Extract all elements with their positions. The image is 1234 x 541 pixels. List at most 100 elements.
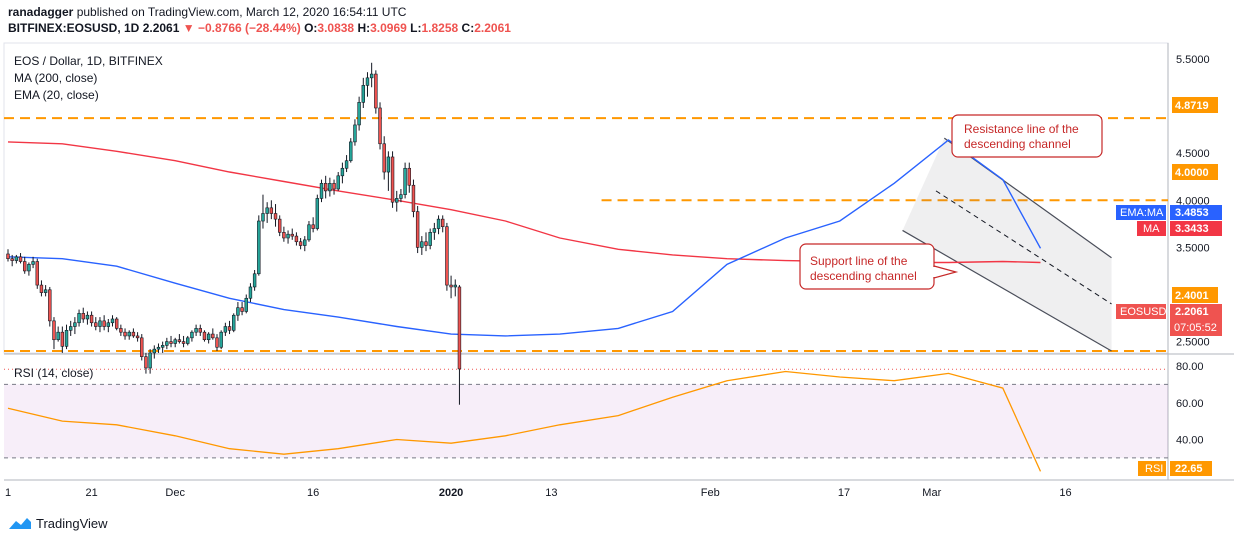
chart-title[interactable]: EOS / Dollar, 1D, BITFINEX [14, 54, 163, 68]
ma-legend[interactable]: MA (200, close) [14, 71, 98, 85]
candle-body [282, 232, 286, 239]
candle [39, 280, 44, 297]
eosusd-badge: EOSUSD 2.2061 07:05:52 [1116, 304, 1222, 336]
candle-body [261, 213, 265, 222]
resistance-annotation-line-1: Resistance line of the [964, 122, 1079, 136]
candle [307, 221, 311, 242]
candle [453, 279, 457, 297]
descending-channel-fill [902, 138, 1112, 352]
ma-badge-label: MA [1143, 223, 1160, 235]
candle-body [127, 331, 131, 337]
candle [298, 237, 303, 250]
publisher-name[interactable]: ranadagger [8, 5, 74, 19]
candle-body [98, 320, 102, 327]
high-label: H: [357, 21, 371, 35]
candle [240, 302, 244, 316]
candle-body [232, 314, 236, 331]
eosusd-badge-label: EOSUSD [1120, 306, 1167, 318]
candle-body [198, 328, 202, 333]
candle [89, 311, 94, 327]
time-axis-label: 1 [5, 487, 11, 499]
candle [445, 222, 449, 291]
candle-body [160, 345, 165, 348]
candle [173, 337, 177, 348]
candle [43, 285, 48, 297]
candle-body [152, 348, 156, 354]
price-axis-label: 4.0000 [1176, 195, 1210, 207]
low-label: L: [410, 21, 422, 35]
candle-body [315, 198, 320, 229]
ema-ma-badge-label: EMA:MA [1120, 207, 1164, 219]
candle [48, 286, 52, 327]
candle [6, 249, 10, 262]
candle-body [424, 241, 428, 246]
candle-body [361, 85, 365, 103]
price-axis-label: 3.5000 [1176, 242, 1210, 254]
candle [361, 77, 365, 108]
candle-body [114, 318, 119, 329]
resistance-annotation-line-2: descending channel [964, 137, 1071, 151]
candle [273, 204, 278, 227]
ema-20-line [7, 139, 1042, 337]
countdown-value: 07:05:52 [1174, 322, 1217, 334]
candle [31, 256, 35, 269]
candle-body [227, 326, 232, 331]
candle [420, 236, 424, 255]
candle [165, 337, 169, 350]
open-value: 3.0838 [317, 21, 355, 35]
candle [81, 307, 85, 323]
candle-body [148, 352, 152, 369]
candle-body [428, 232, 432, 246]
candle [303, 236, 307, 252]
candle [441, 215, 445, 233]
rsi-legend[interactable]: RSI (14, close) [14, 366, 94, 380]
candle-body [432, 228, 437, 233]
candle-body [307, 224, 311, 241]
candle [10, 254, 14, 267]
candle [332, 179, 336, 195]
candle [386, 151, 391, 191]
candle-body [6, 253, 10, 260]
candle-body [332, 183, 336, 190]
candle-body [336, 175, 340, 190]
level-badge-2-4001-text: 2.4001 [1175, 290, 1209, 302]
candle-body [14, 256, 19, 261]
time-axis-label: 2020 [439, 487, 463, 499]
candle [403, 162, 407, 199]
candle [18, 253, 23, 264]
tradingview-logo[interactable]: TradingView [8, 514, 108, 532]
rsi-badge: RSI 22.65 [1138, 461, 1212, 476]
candle [219, 330, 223, 350]
candle-body [378, 107, 382, 145]
support-annotation[interactable]: Support line of the descending channel [799, 243, 959, 290]
candle [131, 328, 136, 338]
channel-middle-line [935, 190, 1112, 305]
candle-body [445, 226, 449, 286]
ema-legend[interactable]: EMA (20, close) [14, 88, 99, 102]
support-annotation-line-1: Support line of the [810, 254, 908, 268]
time-axis-label: Mar [922, 487, 941, 499]
candle [135, 332, 140, 342]
candle [114, 317, 119, 331]
candle-body [64, 329, 69, 347]
candle [328, 177, 332, 197]
open-label: O: [304, 21, 318, 35]
candle-body [10, 258, 14, 261]
candle-body [323, 183, 328, 192]
candle-body [43, 289, 48, 293]
ema-badge-value: 3.4853 [1175, 207, 1209, 219]
candle-body [81, 313, 85, 320]
rsi-badge-value: 22.65 [1175, 463, 1203, 475]
price-change: ▼ −0.8766 (−28.44%) [182, 21, 301, 35]
candle [353, 119, 357, 146]
candle-body [328, 183, 332, 192]
candle-body [415, 211, 420, 248]
candle [336, 172, 340, 191]
candle [286, 230, 290, 244]
resistance-annotation[interactable]: Resistance line of the descending channe… [951, 114, 1103, 158]
candle-body [186, 337, 190, 344]
candle-body [248, 286, 253, 299]
time-axis-label: 13 [545, 487, 557, 499]
candle-body [353, 124, 357, 143]
